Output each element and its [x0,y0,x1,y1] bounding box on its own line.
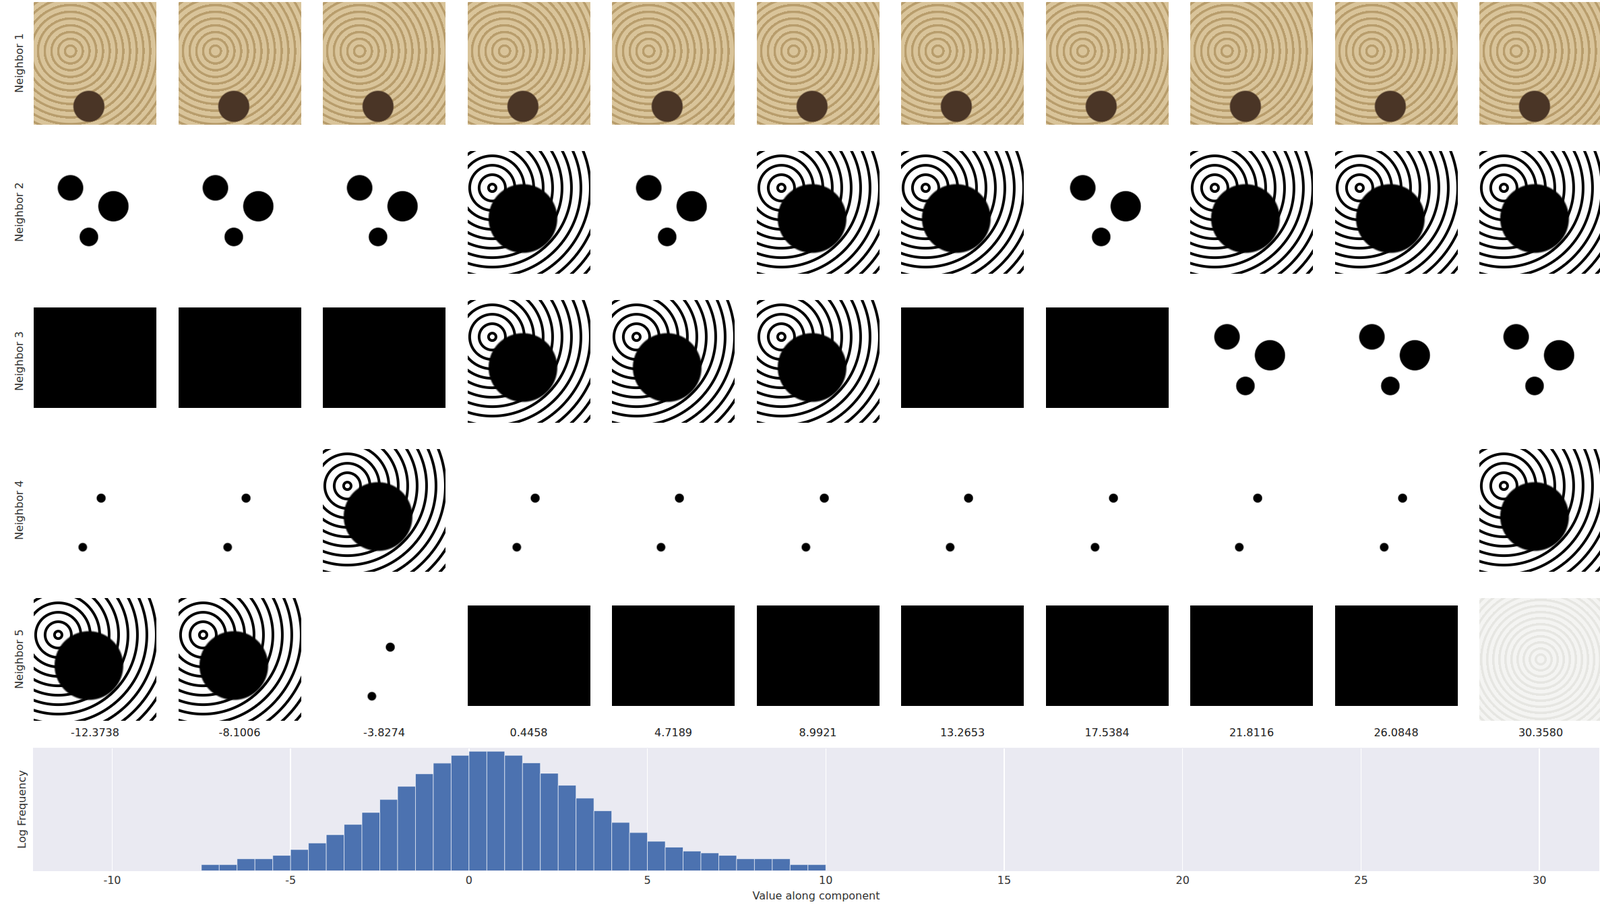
html-text:4.7189: 4.7189 [654,725,693,739]
html-text:17.5384: 17.5384 [1084,725,1130,739]
html-text:Neighbor 5: Neighbor 5 [12,629,26,689]
svg-text:10: 10 [818,873,833,887]
html-text:Neighbor 4: Neighbor 4 [12,480,26,540]
html-text:8.9921: 8.9921 [798,725,837,739]
html-text:-12.3738: -12.3738 [70,725,120,739]
html-text:13.2653: 13.2653 [940,725,985,739]
svg-text:20: 20 [1176,873,1190,887]
html-text:-8.1006: -8.1006 [218,725,261,739]
svg-text:0: 0 [465,873,473,887]
svg-text:5: 5 [643,873,651,887]
svg-text:25: 25 [1354,873,1368,887]
svg-text:Value along component: Value along component [752,888,881,902]
html-text:21.8116: 21.8116 [1229,725,1274,739]
svg-text:-5: -5 [285,873,296,887]
html-text:30.3580: 30.3580 [1518,725,1563,739]
svg-text:30: 30 [1532,873,1547,887]
html-text:Neighbor 3: Neighbor 3 [12,331,26,391]
html-text:26.0848: 26.0848 [1373,725,1419,739]
html-text:-3.8274: -3.8274 [363,725,405,739]
html-text:Neighbor 2: Neighbor 2 [12,182,26,242]
html-text:0.4458: 0.4458 [509,725,548,739]
svg-text:Log Frequency: Log Frequency [15,769,29,848]
svg-text:-10: -10 [103,873,121,887]
html-text:Neighbor 1: Neighbor 1 [12,33,26,93]
svg-text:15: 15 [997,873,1011,887]
